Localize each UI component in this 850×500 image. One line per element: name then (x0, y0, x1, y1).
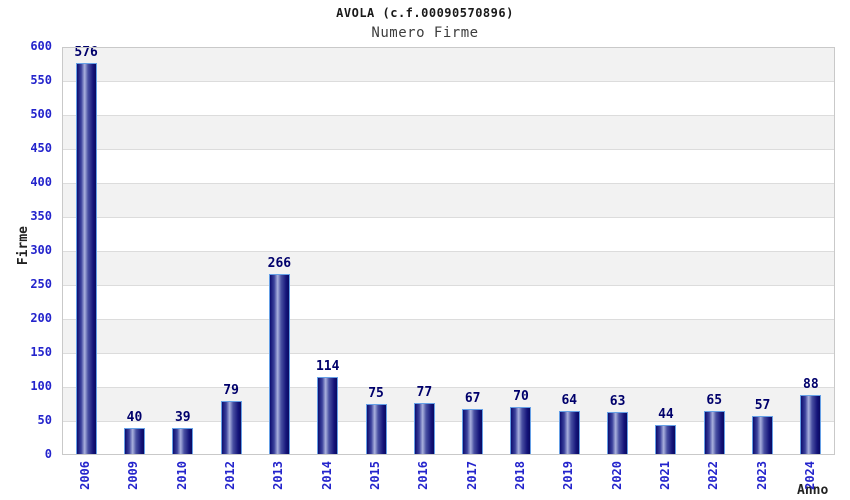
bar-value-label: 77 (416, 384, 433, 400)
y-tick-label: 600 (30, 39, 52, 53)
y-tick-label: 200 (30, 311, 52, 325)
y-tick-label: 550 (30, 73, 52, 87)
bar-value-label: 70 (513, 389, 529, 405)
bar-2009 (123, 427, 145, 455)
bar-value-label: 266 (267, 256, 292, 272)
x-tick-label: 2016 (416, 461, 431, 490)
bar-2014 (317, 377, 339, 455)
plot-band (62, 183, 835, 217)
gridline (62, 251, 835, 252)
bar-value-label: 44 (658, 407, 674, 423)
gridline (62, 387, 835, 388)
plot-band (62, 353, 835, 387)
bar-2020 (607, 412, 629, 455)
gridline (62, 319, 835, 320)
y-tick-label: 400 (30, 175, 52, 189)
bar-value-label: 57 (754, 398, 771, 414)
x-tick-label: 2009 (126, 461, 141, 490)
bar-2019 (558, 411, 580, 455)
bar-value-label: 88 (803, 377, 819, 393)
x-tick-label: 2013 (271, 461, 286, 490)
bar-value-label: 39 (174, 410, 191, 426)
plot-band (62, 251, 835, 285)
y-tick-label: 50 (37, 413, 52, 427)
x-tick-label: 2022 (706, 461, 721, 490)
bar-value-label: 65 (706, 392, 723, 408)
y-tick-label: 500 (30, 107, 52, 121)
bar-value-label: 40 (126, 409, 143, 425)
y-tick-label: 100 (30, 379, 52, 393)
x-tick-label: 2018 (512, 461, 527, 490)
gridline (62, 285, 835, 286)
plot-band (62, 81, 835, 115)
bar-2012 (220, 401, 242, 455)
gridline (62, 183, 835, 184)
x-tick-label: 2012 (223, 461, 238, 490)
x-tick-label: 2006 (78, 461, 93, 490)
y-tick-label: 450 (30, 141, 52, 155)
chart-subtitle: Numero Firme (371, 25, 479, 41)
y-tick-label: 0 (44, 447, 52, 461)
y-tick-label: 150 (30, 345, 52, 359)
bar-value-label: 114 (315, 359, 340, 375)
chart-title: AVOLA (c.f.00090570896) (336, 6, 514, 20)
plot-band (62, 47, 835, 81)
bar-value-label: 64 (561, 393, 578, 409)
gridline (62, 217, 835, 218)
plot-band (62, 115, 835, 149)
bar-value-label: 63 (609, 394, 626, 410)
bar-2018 (510, 407, 532, 455)
bar-2024 (800, 395, 822, 455)
bar-2016 (413, 402, 435, 455)
x-tick-label: 2010 (174, 461, 189, 490)
bar-2013 (268, 274, 290, 455)
gridline (62, 149, 835, 150)
x-tick-label: 2015 (368, 461, 383, 490)
x-tick-label: 2024 (802, 461, 817, 490)
bar-value-label: 576 (74, 45, 98, 61)
x-tick-label: 2014 (319, 461, 334, 490)
plot-band (62, 319, 835, 353)
bar-2023 (752, 416, 774, 455)
bar-2022 (703, 410, 725, 455)
gridline (62, 421, 835, 422)
plot-band (62, 149, 835, 183)
bar-2015 (365, 404, 387, 455)
plot-band (62, 217, 835, 251)
bar-value-label: 67 (464, 391, 481, 407)
x-tick-label: 2020 (609, 461, 624, 490)
gridline (62, 353, 835, 354)
x-tick-label: 2021 (657, 461, 672, 490)
bar-2017 (462, 409, 484, 455)
x-tick-label: 2023 (754, 461, 769, 490)
gridline (62, 115, 835, 116)
bar-value-label: 75 (368, 386, 384, 401)
gridline (62, 81, 835, 82)
plot-area: 576 40 39 79 266 114 75 77 67 70 64 63 44 65 57 88 (62, 45, 835, 455)
bar-2021 (655, 425, 677, 455)
y-tick-label: 300 (30, 243, 52, 257)
plot-band (62, 285, 835, 319)
x-tick-label: 2019 (561, 461, 576, 490)
x-axis-label: Anno (797, 483, 829, 498)
bar-2010 (172, 428, 194, 455)
bar-2006 (75, 63, 97, 455)
x-tick-label: 2017 (464, 461, 479, 490)
y-tick-label: 250 (30, 277, 52, 291)
bar-value-label: 79 (223, 383, 239, 399)
y-tick-label: 350 (30, 209, 52, 223)
